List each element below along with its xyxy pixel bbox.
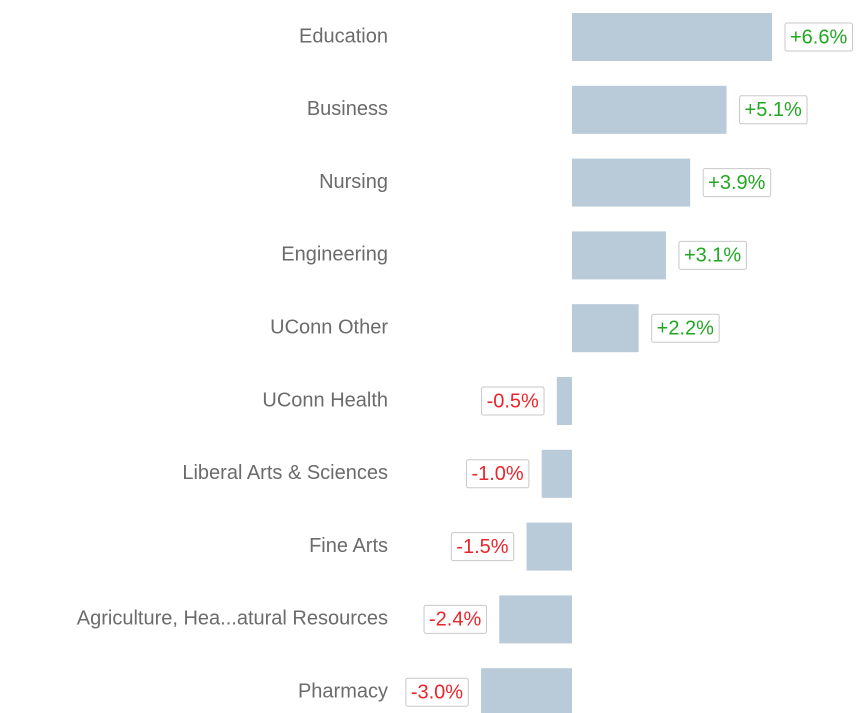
category-label: Agriculture, Hea...atural Resources — [77, 608, 388, 630]
value-label: -3.0% — [411, 681, 463, 703]
bar — [572, 85, 727, 134]
value-label: -2.4% — [429, 609, 481, 631]
category-label: UConn Health — [262, 389, 388, 411]
bar — [526, 522, 572, 571]
value-label: -1.0% — [471, 463, 523, 485]
value-label-box — [481, 386, 545, 416]
value-label: -0.5% — [487, 390, 539, 412]
category-label: Education — [299, 25, 388, 47]
value-label-box — [405, 677, 469, 707]
category-label: UConn Other — [270, 316, 388, 338]
category-label: Fine Arts — [309, 535, 388, 557]
value-label: +3.9% — [708, 172, 765, 194]
value-label-box — [739, 95, 808, 125]
value-label: +3.1% — [684, 245, 741, 267]
value-label: -1.5% — [456, 536, 508, 558]
bar — [572, 13, 772, 61]
value-label-box — [423, 604, 487, 634]
category-label: Business — [307, 98, 388, 120]
bar — [499, 595, 572, 644]
value-label: +6.6% — [790, 26, 847, 48]
bar — [572, 304, 639, 353]
bar — [572, 158, 691, 207]
value-label-box — [450, 532, 515, 562]
bar — [556, 377, 572, 425]
value-label-box — [678, 240, 747, 270]
category-label: Pharmacy — [298, 680, 388, 702]
value-label-box — [702, 168, 772, 198]
category-label: Engineering — [281, 244, 388, 266]
value-label-box — [784, 22, 853, 52]
value-label: +2.2% — [657, 317, 714, 339]
value-label-box — [651, 313, 720, 343]
bar — [481, 668, 572, 713]
bar — [541, 449, 572, 498]
category-label: Nursing — [319, 171, 388, 193]
bar — [572, 231, 666, 280]
category-label: Liberal Arts & Sciences — [182, 462, 388, 484]
value-label: +5.1% — [745, 99, 802, 121]
value-label-box — [465, 459, 530, 489]
